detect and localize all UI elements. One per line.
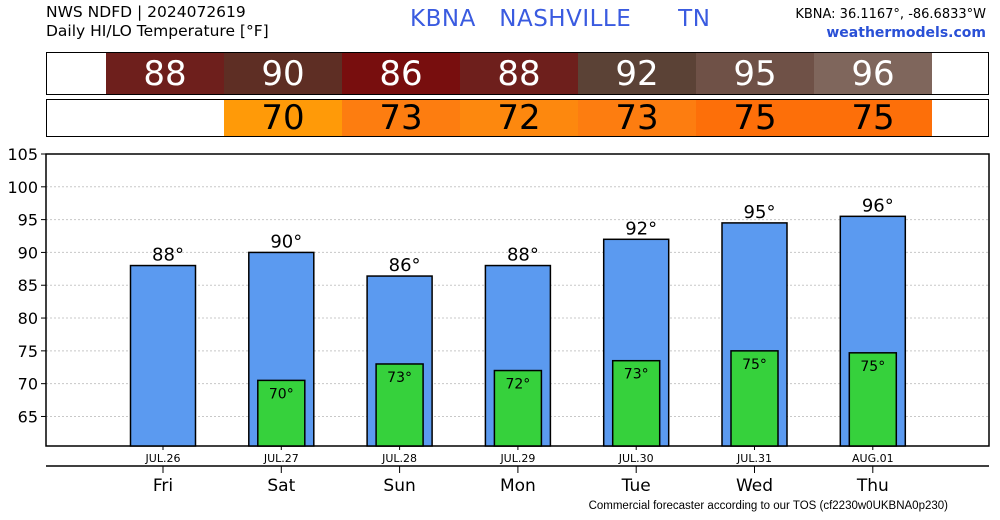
- temperature-chart: 65 70 75 80 85 90 95 100 105 88° 90° 70° 86° 73° 88° 72…: [7, 145, 990, 496]
- city-name: NASHVILLE: [499, 6, 632, 32]
- station-title: KBNA NASHVILLE TN: [410, 6, 710, 32]
- day-label: Tue: [621, 476, 651, 496]
- date-label: JUL.26: [145, 452, 181, 465]
- lo-bar-label: 70°: [269, 386, 294, 402]
- hi-temp-cell: 88: [460, 53, 578, 94]
- lo-bar: [493, 369, 543, 447]
- date-label: AUG.01: [852, 452, 894, 465]
- hi-bar-label: 88°: [152, 245, 184, 266]
- hi-bar-label: 86°: [389, 255, 421, 276]
- y-tick-label: 100: [7, 178, 38, 197]
- date-label: JUL.29: [499, 452, 535, 465]
- lo-bar: [611, 359, 661, 447]
- date-label: JUL.30: [618, 452, 654, 465]
- lo-bar: [730, 350, 779, 447]
- y-tick-label: 95: [18, 211, 38, 230]
- lo-temp-cell: 75: [814, 98, 932, 138]
- hi-bar-label: 96°: [862, 195, 894, 216]
- lo-temp-cell: [106, 100, 224, 136]
- lo-temp-cell: 75: [696, 98, 814, 138]
- state-name: TN: [678, 6, 711, 32]
- y-tick-label: 75: [18, 342, 38, 361]
- hi-temp-cell: 92: [578, 53, 696, 94]
- lo-bar-label: 73°: [387, 370, 412, 386]
- hi-bar: [129, 264, 197, 447]
- y-tick-label: 85: [18, 276, 38, 295]
- lo-bar-label: 75°: [860, 359, 885, 375]
- day-label: Wed: [736, 476, 773, 496]
- footer-note: Commercial forecaster according to our T…: [588, 500, 948, 512]
- hi-bar-label: 92°: [625, 218, 657, 239]
- header-left: NWS NDFD | 2024072619 Daily HI/LO Temper…: [46, 3, 269, 41]
- lo-bar-label: 75°: [742, 357, 767, 373]
- date-label: JUL.27: [263, 452, 299, 465]
- day-label: Sat: [267, 476, 295, 496]
- variable-line: Daily HI/LO Temperature [°F]: [46, 22, 269, 40]
- lo-bar-label: 72°: [505, 377, 530, 393]
- lo-strip: 70 73 72 73 75 75: [46, 98, 989, 138]
- lo-temp-cell: 70: [224, 98, 342, 138]
- lo-bar: [848, 352, 898, 447]
- lo-bar-label: 73°: [624, 367, 649, 383]
- lo-temp-cell: 73: [578, 98, 696, 138]
- hi-temp-cell: 95: [696, 53, 814, 94]
- hi-temp-cell: 88: [106, 53, 224, 94]
- hi-bar-label: 90°: [270, 231, 302, 252]
- hi-bar-label: 95°: [744, 202, 776, 223]
- site-link[interactable]: weathermodels.com: [826, 25, 986, 41]
- y-tick-label: 90: [18, 243, 38, 262]
- y-tick-label: 80: [18, 309, 38, 328]
- lo-bar: [375, 363, 424, 447]
- date-label: JUL.28: [381, 452, 417, 465]
- date-label: JUL.31: [736, 452, 772, 465]
- lo-temp-cell: 73: [342, 98, 460, 138]
- hi-strip: 88 90 86 88 92 95 96: [46, 52, 989, 95]
- header-right: KBNA: 36.1167°, -86.6833°W weathermodels…: [795, 5, 986, 43]
- hi-temp-cell: 96: [814, 53, 932, 94]
- y-tick-label: 70: [18, 375, 38, 394]
- station-id: KBNA: [410, 6, 476, 32]
- product-line: NWS NDFD | 2024072619: [46, 3, 246, 21]
- day-label: Sun: [383, 476, 415, 496]
- lo-temp-cell: 72: [460, 98, 578, 138]
- hi-bar-label: 88°: [507, 245, 539, 266]
- y-tick-label: 65: [18, 407, 38, 426]
- day-label: Thu: [856, 476, 889, 496]
- day-label: Mon: [500, 476, 536, 496]
- y-tick-label: 105: [7, 145, 38, 164]
- hi-temp-cell: 86: [342, 53, 460, 94]
- station-coords: KBNA: 36.1167°, -86.6833°W: [795, 7, 986, 22]
- hi-temp-cell: 90: [224, 53, 342, 94]
- day-label: Fri: [153, 476, 173, 496]
